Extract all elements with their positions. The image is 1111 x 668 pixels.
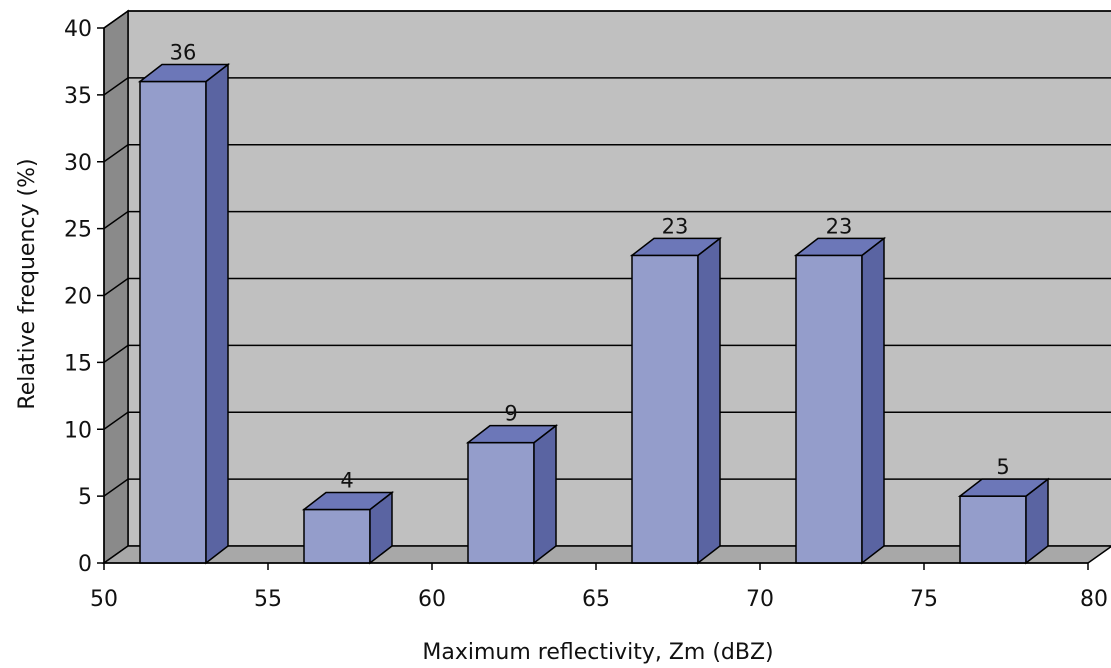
y-tick-label: 0 <box>78 552 92 577</box>
bar-side <box>206 65 228 564</box>
bar-side <box>534 426 556 563</box>
bar: 23 <box>632 214 720 563</box>
y-tick-label: 15 <box>64 351 92 376</box>
y-axis: 0 5 10 15 20 25 30 35 40 <box>64 17 104 577</box>
data-label: 4 <box>340 469 353 493</box>
data-label: 23 <box>662 214 689 238</box>
x-tick-label: 50 <box>90 587 118 612</box>
y-tick-label: 5 <box>78 485 92 510</box>
bar: 23 <box>796 214 884 563</box>
x-tick-label: 65 <box>582 587 610 612</box>
x-axis-title: Maximum reflectivity, Zm (dBZ) <box>422 640 773 665</box>
y-tick-label: 25 <box>64 218 92 243</box>
x-tick-label: 55 <box>254 587 282 612</box>
data-label: 9 <box>504 402 517 426</box>
bar: 36 <box>140 41 228 564</box>
x-axis: 50 55 60 65 70 75 80 <box>90 563 1108 612</box>
chart-walls <box>104 11 1111 563</box>
x-tick-label: 75 <box>910 587 938 612</box>
bar-front <box>960 496 1026 563</box>
data-label: 36 <box>170 41 197 65</box>
x-tick-label: 60 <box>418 587 446 612</box>
y-tick-label: 20 <box>64 285 92 310</box>
bar-front <box>140 82 206 564</box>
y-tick-label: 10 <box>64 418 92 443</box>
y-tick-label: 40 <box>64 17 92 42</box>
data-label: 5 <box>996 455 1009 479</box>
y-axis-title: Relative frequency (%) <box>15 158 40 409</box>
bar-side <box>698 238 720 563</box>
x-tick-label: 70 <box>746 587 774 612</box>
y-tick-label: 35 <box>64 84 92 109</box>
bar-front <box>304 510 370 564</box>
bar-front <box>468 443 534 563</box>
bar-side <box>862 238 884 563</box>
data-label: 23 <box>826 214 853 238</box>
bar-front <box>632 255 698 563</box>
x-tick-label: 80 <box>1080 587 1108 612</box>
y-tick-label: 30 <box>64 151 92 176</box>
bar-front <box>796 255 862 563</box>
